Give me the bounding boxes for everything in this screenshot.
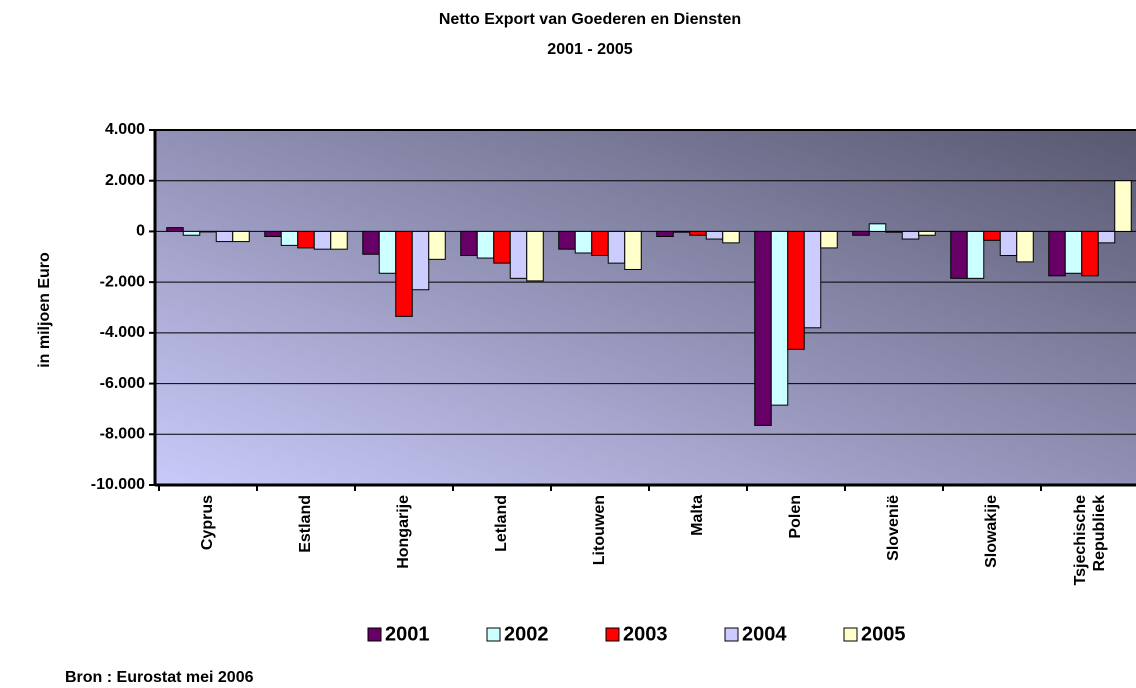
bar bbox=[672, 230, 691, 233]
bar bbox=[591, 230, 609, 257]
bar bbox=[1016, 230, 1034, 263]
bar bbox=[493, 230, 511, 264]
plot-area bbox=[155, 130, 1136, 485]
bar bbox=[624, 230, 642, 270]
bar bbox=[722, 230, 740, 244]
bar bbox=[574, 230, 593, 254]
source-note: Bron : Eurostat mei 2006 bbox=[65, 669, 254, 686]
legend-swatch bbox=[724, 627, 739, 642]
y-tick-label: 2.000 bbox=[105, 172, 145, 189]
bar bbox=[999, 230, 1018, 257]
bar bbox=[901, 230, 920, 240]
y-tick-label: -10.000 bbox=[91, 476, 145, 493]
x-tick-label: Estland bbox=[297, 495, 314, 553]
x-tick-label: Litouwen bbox=[591, 495, 608, 565]
bar bbox=[950, 230, 968, 279]
x-tick-label: Slowakije bbox=[983, 495, 1000, 568]
x-tick-label: Polen bbox=[787, 495, 804, 539]
legend-label: 2002 bbox=[504, 623, 549, 645]
bar bbox=[1048, 230, 1066, 277]
bar bbox=[1064, 230, 1083, 274]
bar bbox=[983, 230, 1001, 241]
bar bbox=[852, 230, 870, 236]
chart-title: Netto Export van Goederen en Diensten bbox=[439, 11, 741, 28]
bar bbox=[885, 230, 903, 233]
bar bbox=[297, 230, 315, 249]
bar bbox=[166, 227, 184, 232]
bar bbox=[787, 230, 805, 350]
bar bbox=[526, 230, 544, 282]
y-axis-label: in miljoen Euro bbox=[36, 252, 53, 368]
bar bbox=[770, 230, 789, 406]
y-tick-label: -4.000 bbox=[100, 324, 145, 341]
legend-swatch bbox=[605, 627, 620, 642]
legend-label: 2004 bbox=[742, 623, 787, 645]
x-tick-label: Letland bbox=[493, 495, 510, 552]
x-tick-label: Cyprus bbox=[199, 495, 216, 550]
bar bbox=[607, 230, 626, 264]
chart-subtitle: 2001 - 2005 bbox=[547, 41, 633, 58]
bar bbox=[656, 230, 674, 238]
legend-swatch bbox=[486, 627, 501, 642]
legend-swatch bbox=[367, 627, 382, 642]
legend-label: 2005 bbox=[861, 623, 906, 645]
bar bbox=[476, 230, 495, 259]
bar bbox=[868, 223, 887, 232]
bar bbox=[182, 230, 201, 236]
y-tick-label: -6.000 bbox=[100, 375, 145, 392]
bar bbox=[1097, 230, 1116, 244]
bar bbox=[689, 230, 707, 236]
bar bbox=[313, 230, 332, 250]
y-tick-label: -8.000 bbox=[100, 426, 145, 443]
x-tick-label: Malta bbox=[689, 495, 706, 536]
legend-label: 2003 bbox=[623, 623, 668, 645]
bar bbox=[705, 230, 724, 240]
y-tick-label: 0 bbox=[136, 223, 145, 240]
x-tick-label: Hongarije bbox=[395, 495, 412, 569]
bar bbox=[803, 230, 822, 329]
bar bbox=[362, 230, 380, 255]
bar bbox=[215, 230, 234, 243]
bar bbox=[428, 230, 446, 260]
x-tick-label: Tsjechische Republiek bbox=[1072, 495, 1108, 586]
legend-swatch bbox=[843, 627, 858, 642]
bar bbox=[820, 230, 838, 249]
bar bbox=[280, 230, 299, 246]
bar bbox=[395, 230, 413, 317]
bar bbox=[966, 230, 985, 279]
y-tick-label: 4.000 bbox=[105, 121, 145, 138]
bar bbox=[754, 230, 772, 426]
bar bbox=[1081, 230, 1099, 277]
bar bbox=[330, 230, 348, 250]
bar bbox=[199, 230, 217, 233]
bar bbox=[918, 230, 936, 236]
bar bbox=[1114, 180, 1132, 232]
bar bbox=[232, 230, 250, 243]
bar bbox=[558, 230, 576, 250]
bar bbox=[264, 230, 282, 238]
bar bbox=[460, 230, 478, 257]
x-tick-label: Slovenië bbox=[885, 495, 902, 561]
y-tick-label: -2.000 bbox=[100, 273, 145, 290]
bar bbox=[378, 230, 397, 274]
bar bbox=[411, 230, 430, 291]
legend-label: 2001 bbox=[385, 623, 430, 645]
bar bbox=[509, 230, 528, 279]
